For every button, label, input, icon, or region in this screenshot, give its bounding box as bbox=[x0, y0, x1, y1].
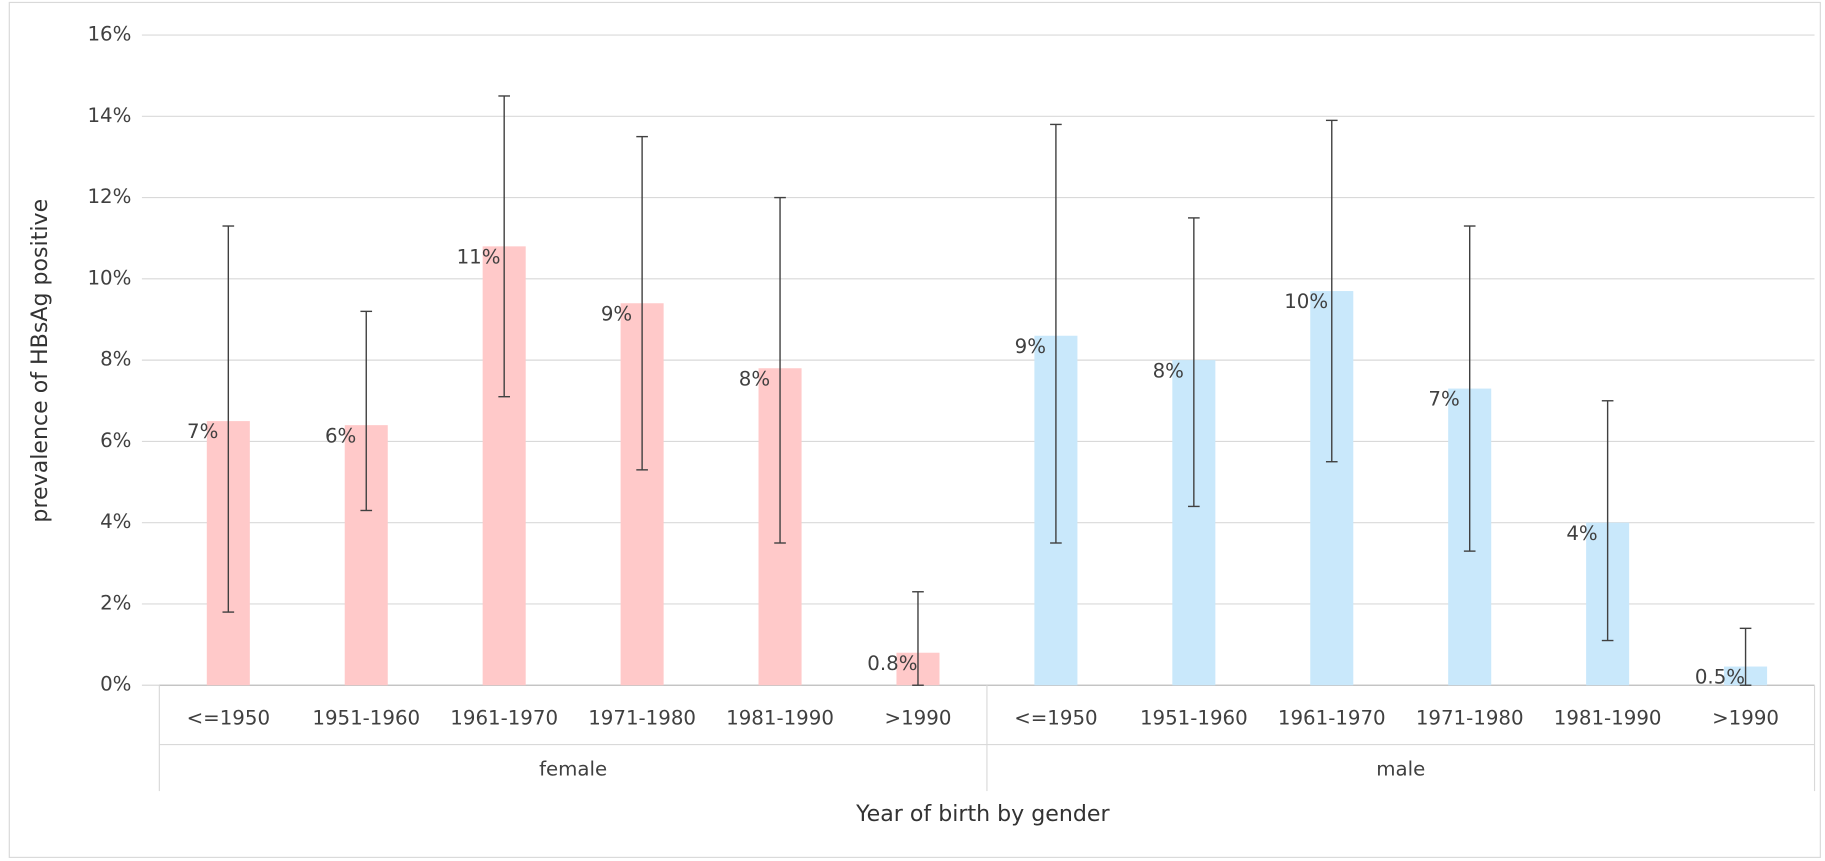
y-tick-label: 0% bbox=[100, 673, 131, 696]
y-tick-label: 4% bbox=[100, 510, 131, 533]
data-label: 0.8% bbox=[867, 652, 917, 675]
error-bar bbox=[498, 95, 510, 398]
x-axis-title: Year of birth by gender bbox=[855, 801, 1110, 827]
y-tick-label: 14% bbox=[87, 104, 131, 127]
error-bar bbox=[636, 135, 648, 471]
x-tick-label: 1961-1970 bbox=[450, 706, 558, 729]
group-label: female bbox=[539, 758, 607, 781]
data-label: 9% bbox=[1015, 335, 1046, 358]
data-label: 7% bbox=[187, 420, 218, 443]
data-label: 6% bbox=[325, 424, 356, 447]
x-tick-label: 1971-1980 bbox=[1416, 706, 1524, 729]
x-tick-label: 1961-1970 bbox=[1278, 706, 1386, 729]
x-tick-label: 1951-1960 bbox=[1140, 706, 1248, 729]
y-axis-title: prevalence of HBsAg positive bbox=[27, 199, 53, 523]
y-tick-label: 16% bbox=[87, 23, 131, 46]
data-label: 7% bbox=[1428, 388, 1459, 411]
error-bar bbox=[1463, 225, 1476, 552]
x-tick-label: 1981-1990 bbox=[726, 706, 834, 729]
data-label: 9% bbox=[601, 302, 632, 325]
y-tick-label: 6% bbox=[100, 429, 131, 452]
x-tick-label: 1971-1980 bbox=[588, 706, 696, 729]
group-label: male bbox=[1376, 758, 1425, 781]
data-label: 8% bbox=[1153, 359, 1184, 382]
y-tick-label: 8% bbox=[100, 348, 131, 371]
error-bar bbox=[1188, 217, 1200, 508]
y-tick-label: 2% bbox=[100, 591, 131, 614]
x-tick-label: <=1950 bbox=[187, 706, 270, 729]
x-tick-label: >1990 bbox=[1712, 706, 1779, 729]
x-tick-label: >1990 bbox=[885, 706, 952, 729]
y-tick-label: 10% bbox=[87, 266, 131, 289]
data-label: 11% bbox=[457, 245, 501, 268]
x-tick-label: 1981-1990 bbox=[1554, 706, 1662, 729]
x-tick-label: 1951-1960 bbox=[312, 706, 420, 729]
error-bar bbox=[360, 310, 373, 512]
error-bar bbox=[1325, 119, 1338, 463]
error-bar bbox=[1739, 627, 1752, 686]
error-bar bbox=[774, 196, 786, 544]
data-label: 10% bbox=[1284, 290, 1328, 313]
error-bar bbox=[1601, 400, 1614, 642]
y-tick-label: 12% bbox=[87, 185, 131, 208]
chart-border bbox=[8, 1, 1821, 858]
data-label: 0.5% bbox=[1695, 666, 1745, 689]
error-bar bbox=[1050, 123, 1062, 544]
data-label: 8% bbox=[739, 367, 770, 390]
error-bar bbox=[912, 591, 924, 686]
data-label: 4% bbox=[1566, 522, 1597, 545]
error-bar bbox=[222, 225, 235, 613]
x-tick-label: <=1950 bbox=[1014, 706, 1097, 729]
